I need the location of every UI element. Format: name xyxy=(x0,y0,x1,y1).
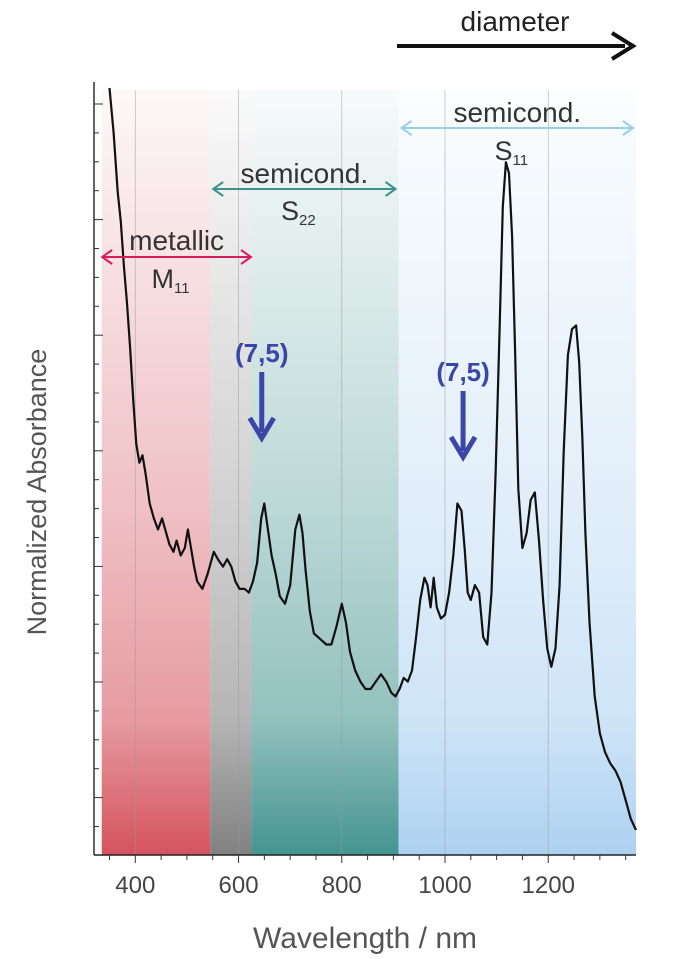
x-tick-label-1: 600 xyxy=(219,872,259,899)
y-axis-label: Normalized Absorbance xyxy=(22,349,52,636)
x-axis-label: Wavelength / nm xyxy=(253,922,477,955)
region-band-2 xyxy=(251,90,399,855)
region-band-1 xyxy=(210,90,252,855)
annotation-arrow-head-0 xyxy=(247,416,276,443)
region-label-0: metallic xyxy=(129,225,224,256)
diameter-indicator: diameter xyxy=(397,6,637,61)
spectrum-series xyxy=(108,87,637,831)
annotation-label-0: (7,5) xyxy=(235,338,288,368)
region-arrow-head-right-2 xyxy=(384,181,398,197)
vertical-gridlines xyxy=(134,90,549,855)
region-arrow-head-left-3 xyxy=(399,120,413,136)
region-arrow-head-right-0 xyxy=(240,249,253,265)
x-tick-label-2: 800 xyxy=(322,872,362,899)
x-tick-label-3: 1000 xyxy=(418,872,471,899)
x-tick-label-4: 1200 xyxy=(522,872,575,899)
annotation-arrow-head-1 xyxy=(448,435,478,462)
region-subscript-3: 11 xyxy=(512,152,528,169)
annotation-label-1: (7,5) xyxy=(436,357,489,387)
x-tick-label-0: 400 xyxy=(115,872,155,899)
diameter-arrow-head xyxy=(610,31,637,61)
region-subscript-0: 11 xyxy=(174,280,190,297)
region-label-3: semicond. xyxy=(453,97,581,128)
region-arrow-head-left-0 xyxy=(100,249,113,265)
axes xyxy=(93,82,636,856)
spectral-regions xyxy=(101,90,636,855)
tick-marks: 400 600 800 1000 1200 xyxy=(94,103,627,899)
region-arrow-head-left-2 xyxy=(211,181,224,197)
diameter-label: diameter xyxy=(461,6,570,37)
region-label-2: semicond. xyxy=(241,158,369,189)
region-subscript-2: 22 xyxy=(299,212,316,229)
spectrum-line-0 xyxy=(108,87,637,831)
region-sublabel-3: S11 xyxy=(494,136,528,169)
region-arrow-head-right-3 xyxy=(622,120,635,136)
